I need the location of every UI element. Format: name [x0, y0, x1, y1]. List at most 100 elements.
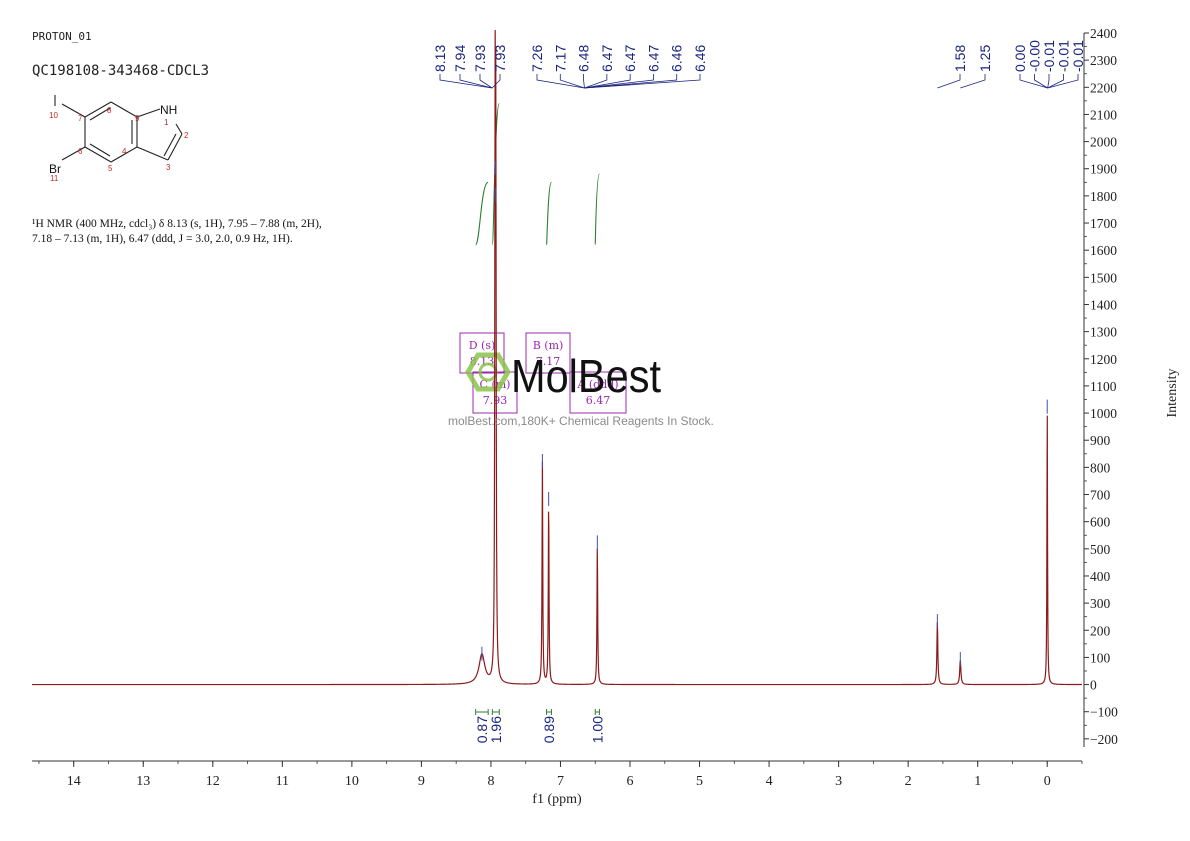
- atom-number-6: 6: [78, 147, 83, 156]
- peak-shift-label: -0.00: [1027, 40, 1043, 72]
- y-tick-label: 1500: [1090, 270, 1117, 285]
- multiplet-type: D (s): [469, 339, 496, 352]
- x-tick-label: 12: [206, 774, 220, 789]
- x-tick-label: 13: [136, 774, 150, 789]
- experiment-name: PROTON_01: [32, 30, 92, 43]
- x-axis-label: f1 (ppm): [532, 792, 582, 807]
- peak-shift-label: 7.94: [452, 45, 468, 72]
- peak-leader-line: [1047, 74, 1064, 89]
- peak-leader-line: [491, 74, 501, 89]
- peak-leader-line: [439, 74, 493, 89]
- peak-shift-label: 6.47: [599, 45, 615, 72]
- peak-leader-line: [559, 74, 585, 89]
- y-tick-label: 1900: [1090, 162, 1117, 177]
- peak-leader-line: [584, 74, 608, 89]
- y-tick-label: 500: [1090, 542, 1111, 557]
- peak-shift-label: 7.17: [552, 45, 568, 72]
- y-tick-label: 2000: [1090, 135, 1117, 150]
- nmr-description: ¹H NMR (400 MHz, cdcl₃) δ 8.13 (s, 1H), …: [32, 217, 392, 247]
- spectrum-trace: [32, 29, 1082, 686]
- peak-leader-line: [584, 74, 631, 89]
- y-tick-label: 1800: [1090, 189, 1117, 204]
- peak-leader-line: [1034, 74, 1048, 89]
- watermark-brand: MolBest: [511, 350, 661, 402]
- peak-shift-label: 7.93: [472, 45, 488, 72]
- atom-number-1: 1: [164, 118, 169, 127]
- y-tick-label: −200: [1090, 732, 1118, 747]
- peak-leader-line: [584, 74, 654, 89]
- peak-shift-label: 1.25: [977, 45, 993, 72]
- peak-leader-line: [459, 74, 493, 89]
- nmr-description-line-2: 7.18 – 7.13 (m, 1H), 6.47 (ddd, J = 3.0,…: [32, 233, 293, 245]
- nmr-description-line-1: ¹H NMR (400 MHz, cdcl₃) δ 8.13 (s, 1H), …: [32, 218, 322, 230]
- x-tick-label: 14: [67, 774, 81, 789]
- y-tick-label: 1300: [1090, 325, 1117, 340]
- y-tick-label: 200: [1090, 623, 1111, 638]
- peak-leader-line: [960, 74, 986, 89]
- y-tick-label: 2300: [1090, 53, 1117, 68]
- peak-leader-line: [1047, 74, 1079, 89]
- peak-leader-line: [584, 74, 701, 89]
- peak-leader-line: [583, 74, 585, 89]
- y-tick-label: 1600: [1090, 243, 1117, 258]
- integral-value: 1.00: [589, 716, 605, 743]
- x-tick-label: 8: [487, 774, 494, 789]
- peak-leader-line: [937, 74, 961, 89]
- x-tick-label: 5: [696, 774, 703, 789]
- atom-nh: NH: [160, 103, 177, 117]
- peak-shift-label: 1.58: [952, 45, 968, 72]
- y-tick-label: 2200: [1090, 80, 1117, 95]
- atom-number-2: 2: [184, 131, 189, 140]
- y-tick-label: 800: [1090, 460, 1111, 475]
- y-tick-label: 100: [1090, 650, 1111, 665]
- y-tick-label: 700: [1090, 488, 1111, 503]
- multiplet-box: [459, 332, 505, 374]
- y-tick-label: 1100: [1090, 379, 1117, 394]
- y-tick-label: 2400: [1090, 26, 1117, 41]
- integral-value: 1.96: [488, 716, 504, 743]
- y-tick-label: 1400: [1090, 297, 1117, 312]
- x-tick-label: 3: [835, 774, 842, 789]
- peak-leader-line: [584, 74, 678, 89]
- x-tick-label: 4: [766, 774, 773, 789]
- y-axis-label: Intensity: [1165, 369, 1180, 418]
- peak-shift-label: 6.47: [645, 45, 661, 72]
- y-tick-label: 300: [1090, 596, 1111, 611]
- peak-leader-line: [1047, 74, 1050, 89]
- multiplet-type: B (m): [533, 339, 564, 352]
- x-tick-label: 7: [557, 774, 564, 789]
- peak-shift-label: -0.01: [1070, 40, 1086, 72]
- peak-shift-label: 7.93: [492, 45, 508, 72]
- peak-shift-label: 0.00: [1012, 45, 1028, 72]
- peak-shift-label: 8.13: [432, 45, 448, 72]
- y-tick-label: 900: [1090, 433, 1111, 448]
- y-tick-label: 600: [1090, 515, 1111, 530]
- y-tick-label: 1700: [1090, 216, 1117, 231]
- peak-shift-label: 6.48: [576, 45, 592, 72]
- x-tick-label: 1: [974, 774, 981, 789]
- watermark: MolBest: [465, 350, 661, 402]
- peak-shift-label: 7.26: [529, 45, 545, 72]
- y-tick-label: 1200: [1090, 352, 1117, 367]
- integral-value: 0.87: [474, 716, 490, 743]
- y-tick-label: 0: [1090, 678, 1097, 693]
- atom-number-7: 7: [78, 114, 83, 123]
- atom-number-4: 4: [122, 147, 127, 156]
- peak-shift-label: 6.46: [692, 45, 708, 72]
- x-tick-label: 0: [1044, 774, 1051, 789]
- axes: 14 13 12 11 10 9 8 7 6 5 4 3 2 1 0f1 (ppm)−200−1000100…: [32, 26, 1180, 807]
- atom-number-11: 11: [50, 174, 59, 183]
- multiplet-shift: 6.47: [586, 394, 611, 407]
- atom-number-8: 8: [107, 106, 112, 115]
- multiplet-box: [569, 371, 627, 414]
- y-tick-label: −100: [1090, 705, 1118, 720]
- peak-shift-label: -0.01: [1056, 40, 1072, 72]
- peak-shift-label: 6.46: [669, 45, 685, 72]
- watermark-url: molBest.com,180K+ Chemical Reagents In S…: [448, 414, 714, 428]
- y-tick-label: 1000: [1090, 406, 1117, 421]
- x-tick-label: 11: [276, 774, 289, 789]
- multiplet-type: A (ddd): [576, 378, 618, 391]
- integral-value: 0.89: [541, 716, 557, 743]
- peak-shift-label: -0.01: [1041, 40, 1057, 72]
